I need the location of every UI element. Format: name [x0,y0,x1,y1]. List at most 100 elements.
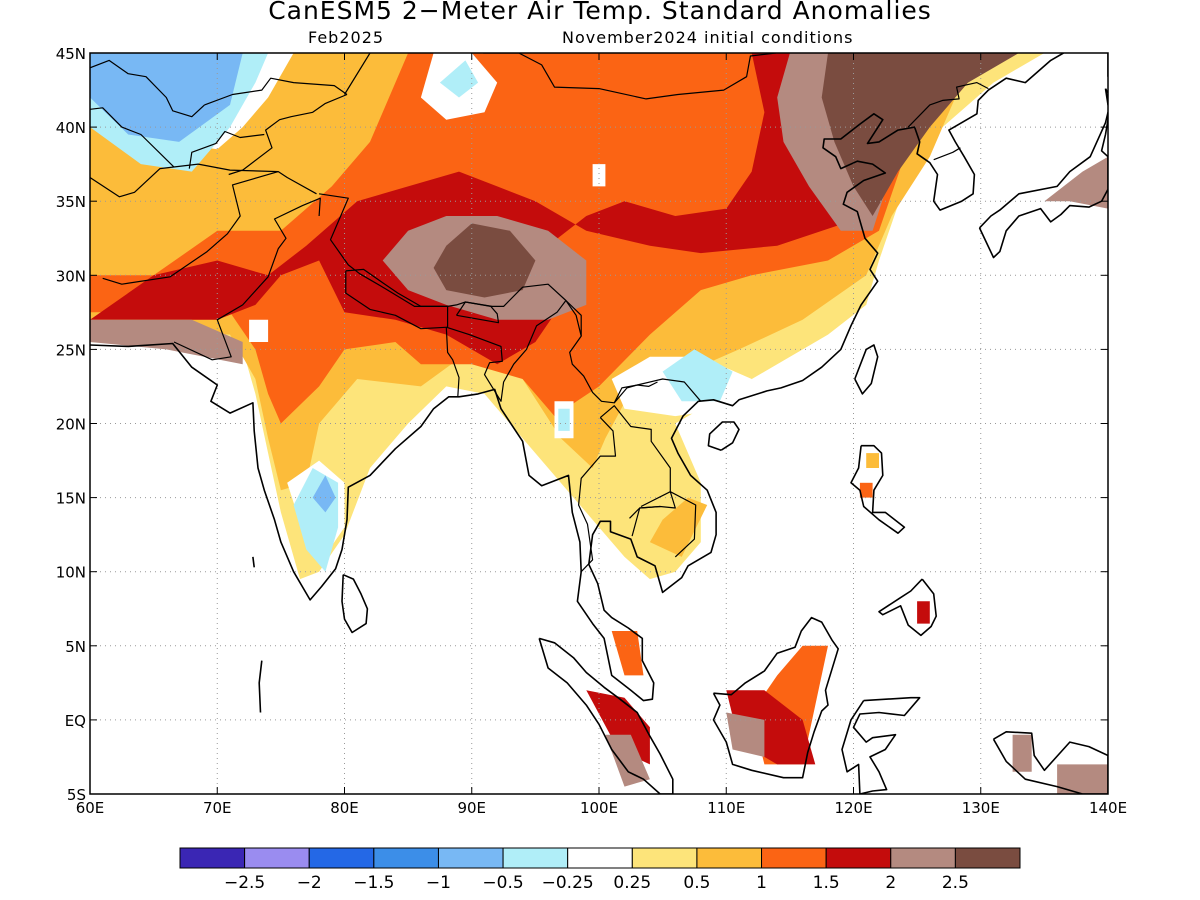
country-border-6 [446,300,567,402]
lat-tick-label: 30N [56,267,86,285]
colorbar-label: −2.5 [224,873,265,893]
colorbar-swatch-9 [761,847,827,869]
country-border-22 [90,59,205,118]
colorbar-label: 2 [885,873,896,893]
country-border-12 [631,505,661,537]
colorbar-swatch-3 [373,847,439,869]
anomaly-region-29 [312,475,336,513]
chart-title: CanESM5 2−Meter Air Temp. Standard Anoma… [268,0,932,25]
country-border-4 [345,268,449,330]
lon-tick-label: 110E [707,799,745,817]
colorbar-swatch-5 [502,847,569,869]
initial-conditions-label: November2024 initial conditions [562,28,854,47]
coastline-14 [258,660,263,713]
anomaly-region-3 [90,53,956,365]
colorbar-label: 0.5 [683,873,710,893]
anomaly-region-17 [859,482,873,498]
anomaly-region-16 [917,601,930,624]
anomaly-region-21 [1044,156,1108,209]
lon-tick-label: 140E [1089,799,1127,817]
colorbar-swatch-8 [696,847,763,869]
colorbar-label: 1.5 [813,873,840,893]
anomaly-region-6 [433,223,536,298]
coastline-0 [90,53,1064,702]
lat-tick-label: 10N [56,564,86,582]
colorbar-label: −1.5 [353,873,394,893]
coastline-7 [712,616,840,779]
lon-tick-label: 130E [962,799,1000,817]
colorbar-label: −0.25 [542,873,594,893]
anomaly-region-34 [249,319,269,342]
country-border-8 [565,300,582,337]
country-border-16 [483,53,776,100]
lat-lon-gridlines [90,53,1108,794]
lon-tick-label: 80E [330,799,359,817]
lat-tick-label: 40N [56,119,86,137]
country-border-10 [599,405,697,558]
anomaly-region-26 [439,60,479,98]
coastline-10 [978,111,1108,259]
country-border-14 [343,53,371,95]
coastline-3 [854,344,879,395]
lon-tick-label: 120E [834,799,872,817]
country-border-21 [204,77,348,106]
lat-tick-label: 5N [65,638,86,656]
coastline-11 [1104,88,1108,106]
colorbar-swatch-6 [567,847,633,869]
colorbar-swatch-11 [890,847,956,869]
colorbar-swatch-0 [179,847,246,869]
colorbar-swatch-10 [825,847,892,869]
colorbar-label: 2.5 [942,873,969,893]
anomaly-region-14 [605,734,650,787]
country-border-19 [228,93,348,176]
coastline-5 [878,578,938,637]
coastline-2 [707,421,740,451]
lat-tick-label: 20N [56,416,86,434]
country-border-9 [577,417,617,573]
country-border-3 [319,193,702,404]
lat-tick-label: 25N [56,341,86,359]
anomaly-region-20 [1057,764,1108,794]
anomaly-region-31 [662,349,733,402]
coastline-9 [992,730,1108,794]
colorbar-label: 0.25 [613,873,651,893]
country-border-20 [188,130,265,169]
lat-tick-label: EQ [65,712,86,730]
anomaly-region-7 [821,53,1019,216]
country-border-17 [907,81,989,128]
coastline-4 [850,444,906,535]
country-border-2 [173,197,321,361]
country-border-13 [613,381,658,404]
lat-tick-label: 5S [67,786,86,804]
lon-tick-label: 70E [203,799,232,817]
lat-tick-label: 35N [56,193,86,211]
lon-tick-label: 60E [76,799,105,817]
country-border-0 [90,163,279,198]
colorbar-swatch-12 [954,847,1021,869]
colorbar-swatch-7 [631,847,698,869]
anomaly-region-19 [1012,734,1032,772]
anomaly-region-11 [726,712,765,757]
anomaly-region-33 [558,408,570,431]
coastline-6 [538,637,674,794]
anomaly-region-18 [866,453,879,468]
coastline-8 [841,696,921,794]
colorbar-label: 1 [756,873,767,893]
colorbar-label: −2 [297,873,322,893]
country-border-11 [629,491,676,519]
coastlines-and-borders [90,53,1108,794]
country-border-18 [933,147,961,161]
forecast-month-label: Feb2025 [308,28,385,47]
lon-tick-label: 90E [457,799,486,817]
country-border-5 [456,301,500,324]
anomaly-region-15 [649,497,708,557]
anomaly-region-35 [592,164,606,187]
lat-tick-label: 15N [56,490,86,508]
colorbar-label: −1 [426,873,451,893]
coastline-13 [252,556,255,568]
colorbar-swatch-4 [437,847,504,869]
colorbar-swatch-1 [244,847,310,869]
colorbar: −2.5 −2 −1.5 −1 −0.5 −0.25 0.25 0.5 1 1.5 2 2.5 [179,847,1021,893]
country-border-7 [445,327,460,397]
